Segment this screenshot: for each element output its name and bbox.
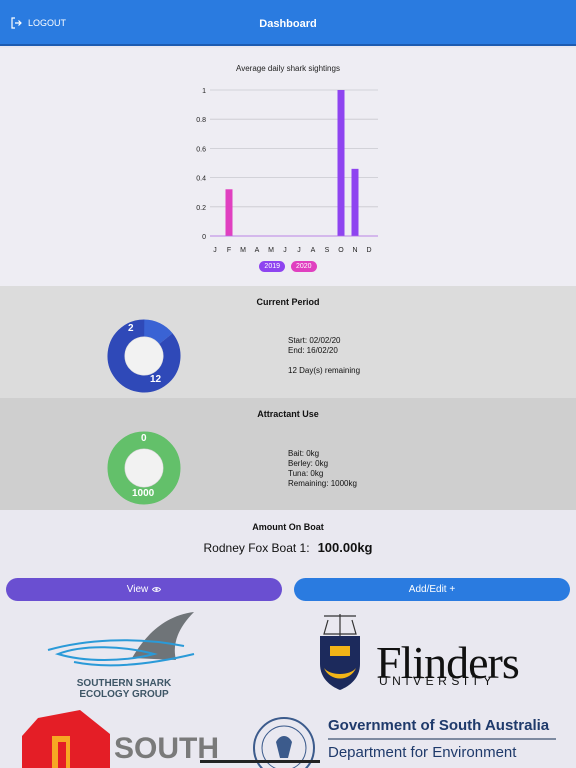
legend-2019[interactable]: 2019	[259, 261, 285, 272]
x-tick-label: M	[268, 247, 274, 254]
attractant-bait: Bait: 0kg	[288, 449, 320, 458]
period-donut-hole	[125, 337, 163, 375]
boat-amount-line: Rodney Fox Boat 1: 100.00kg	[0, 540, 576, 555]
attractant-remaining: Remaining: 1000kg	[288, 479, 357, 488]
bar-2019-O	[337, 90, 345, 236]
add-edit-button[interactable]: Add/Edit +	[294, 578, 570, 601]
ssg-logo-text: SOUTHERN SHARK ECOLOGY GROUP	[76, 678, 172, 700]
x-tick-label: O	[338, 247, 344, 254]
current-period-section: Current Period 2 12 Start: 02/02/20 End:…	[0, 286, 576, 398]
flinders-crest-icon	[320, 614, 360, 690]
x-tick-label: N	[352, 247, 357, 254]
eye-icon	[152, 587, 162, 592]
donut-label-elapsed: 2	[128, 323, 134, 334]
x-tick-label: J	[283, 247, 287, 254]
header-bar: LOGOUT Dashboard	[0, 0, 576, 46]
gov-sa-title: Government of South Australia	[328, 717, 550, 734]
amount-on-boat-section: Amount On Boat Rodney Fox Boat 1: 100.00k…	[0, 510, 576, 578]
y-tick-label: 0.2	[196, 205, 206, 212]
attractant-donut-segment-0	[107, 431, 181, 505]
gov-sa-department: Department for Environment	[328, 744, 517, 761]
sightings-bar-chart: 0 0.2 0.4 0.6 0.8 1 J F M A M J J A S O N D	[196, 88, 378, 254]
attractant-berley: Berley: 0kg	[288, 459, 329, 468]
period-end: End: 16/02/20	[288, 346, 338, 355]
government-seal-icon	[253, 717, 315, 768]
chart-legend: 2019 2020	[0, 261, 576, 272]
y-tick-label: 0	[202, 234, 206, 241]
add-edit-button-label: Add/Edit +	[408, 584, 456, 595]
donut-label-remaining: 12	[150, 374, 162, 385]
x-tick-label: S	[325, 247, 330, 254]
boat-amount: 100.00kg	[317, 540, 373, 555]
flinders-university-text: UNIVERSITY	[379, 674, 497, 688]
attractant-donut-chart	[107, 431, 181, 505]
logo-underline	[200, 760, 320, 763]
page-title: Dashboard	[259, 18, 317, 30]
bar-2019-N	[351, 168, 359, 236]
south-australia-logo-icon	[22, 710, 110, 768]
x-tick-label: J	[213, 247, 217, 254]
boat-name: Rodney Fox Boat 1:	[203, 541, 310, 555]
bar-2020-F	[225, 189, 233, 236]
legend-2020[interactable]: 2020	[291, 261, 317, 272]
period-donut-chart	[107, 319, 181, 393]
flinders-logo-text: Flinders	[376, 637, 520, 688]
logout-label: LOGOUT	[28, 18, 67, 28]
period-info: Start: 02/02/20 End: 16/02/20 12 Day(s) …	[288, 336, 360, 376]
logout-button[interactable]: LOGOUT	[10, 17, 66, 29]
donut-label-used: 0	[141, 433, 147, 444]
y-tick-label: 0.8	[196, 117, 206, 124]
chart-title: Average daily shark sightings	[236, 64, 340, 73]
sightings-chart-section: Average daily shark sightings 0 0.2 0.4 0.6…	[0, 48, 576, 286]
period-remaining: 12 Day(s) remaining	[288, 366, 361, 375]
x-tick-label: D	[366, 247, 371, 254]
x-tick-label: J	[297, 247, 301, 254]
south-australia-text: SOUTH	[114, 732, 219, 765]
attractant-info: Bait: 0kg Berley: 0kg Tuna: 0kg Remainin…	[288, 449, 357, 489]
view-button-label: View	[126, 584, 149, 595]
y-tick-label: 0.4	[196, 176, 206, 183]
x-tick-label: A	[255, 247, 260, 254]
attractant-donut-hole	[125, 449, 163, 487]
period-donut-segment-1	[107, 319, 181, 393]
logout-icon	[11, 17, 22, 29]
x-tick-label: A	[311, 247, 316, 254]
gov-sa-divider	[328, 738, 556, 740]
attractant-section: Attractant Use 0 1000 Bait: 0kg Berley: …	[0, 398, 576, 510]
period-start: Start: 02/02/20	[288, 336, 341, 345]
donut-label-available: 1000	[132, 488, 155, 499]
y-tick-label: 1	[202, 88, 206, 95]
attractant-tuna: Tuna: 0kg	[288, 469, 324, 478]
y-tick-label: 0.6	[196, 146, 206, 153]
x-tick-label: M	[240, 247, 246, 254]
amount-on-boat-title: Amount On Boat	[252, 522, 324, 532]
attractant-title: Attractant Use	[257, 409, 319, 419]
x-tick-label: F	[227, 247, 231, 254]
partner-logos: SOUTHERN SHARK ECOLOGY GROUP Flinders UN…	[0, 602, 576, 768]
view-button[interactable]: View	[6, 578, 282, 601]
southern-shark-logo-icon	[47, 612, 195, 667]
current-period-title: Current Period	[256, 297, 320, 307]
